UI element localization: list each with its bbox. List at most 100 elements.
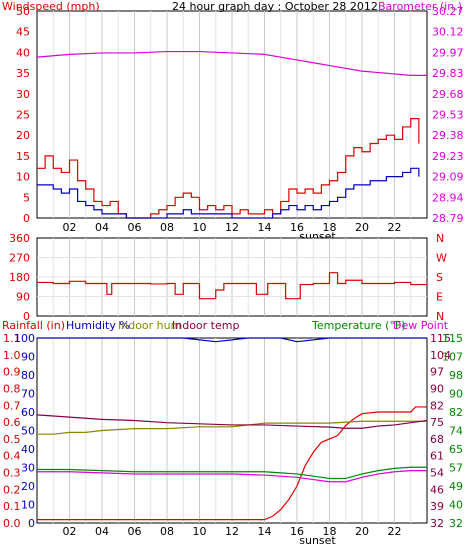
wind-barometer-x-ticks: 02 04 06 08 10 12 14 16 18 20 22 — [63, 221, 402, 234]
rainfall-tick-label: 0.6 — [3, 416, 21, 429]
indoor-temp-line — [36, 414, 428, 429]
windspeed-tick-label: 0 — [23, 212, 30, 225]
x-tick-label: 08 — [160, 525, 174, 538]
humidity-tick-label: 50 — [21, 425, 35, 438]
legend-dew-point: Dew Point — [393, 319, 449, 332]
windspeed-axis-label: Windspeed (mph) — [2, 0, 100, 13]
barometer-tick-label: 29.68 — [432, 88, 464, 101]
temperature-tick-inner: 57 — [449, 462, 463, 475]
direction-tick-label: 360 — [9, 232, 30, 245]
wind-barometer-panel: 0 5 10 15 20 25 30 35 40 45 50 28.79 28.94 29.09 29.2… — [2, 0, 464, 243]
x-tick-label: 02 — [63, 525, 77, 538]
temperature-tick-inner: 74 — [449, 425, 463, 438]
rainfall-tick-label: 0.9 — [3, 366, 21, 379]
x-tick-label: 16 — [290, 525, 304, 538]
temperature-tick-outer: 90 — [430, 382, 444, 395]
barometer-tick-label: 29.23 — [432, 150, 464, 163]
temperature-tick-inner: 40 — [449, 499, 463, 512]
windspeed-tick-label: 35 — [16, 67, 30, 80]
wind-gust-line — [37, 118, 420, 219]
x-tick-label: 04 — [95, 221, 109, 234]
rainfall-tick-label: 0.7 — [3, 399, 21, 412]
x-tick-label: 14 — [258, 221, 272, 234]
temperature-tick-outer: 82 — [430, 399, 444, 412]
wind-direction-line — [37, 272, 428, 300]
x-tick-label: 12 — [225, 525, 239, 538]
humidity-tick-label: 90 — [21, 351, 35, 364]
wind-direction-axis-ticks: 0 90 180 270 360 — [9, 232, 30, 323]
rainfall-tick-label: 0.2 — [3, 483, 21, 496]
x-tick-label: 06 — [128, 221, 142, 234]
compass-letter: N — [436, 232, 444, 245]
temperature-axis-inner-ticks: 32 40 49 57 65 74 82 90 98 107 115 — [442, 332, 463, 530]
rainfall-tick-label: 1.1 — [3, 332, 21, 345]
windspeed-tick-label: 25 — [16, 109, 30, 122]
temperature-tick-inner: 49 — [449, 480, 463, 493]
temperature-tick-outer: 68 — [430, 433, 444, 446]
wind-direction-grid — [37, 238, 427, 316]
x-tick-label: 18 — [323, 221, 337, 234]
temperature-tick-inner: 82 — [449, 406, 463, 419]
compass-letter: N — [436, 310, 444, 323]
temperature-tick-inner: 65 — [449, 443, 463, 456]
rainfall-tick-label: 0.0 — [3, 517, 21, 530]
windspeed-tick-label: 45 — [16, 26, 30, 39]
temperature-tick-inner: 107 — [442, 351, 463, 364]
wind-barometer-series — [36, 50, 427, 219]
x-tick-label: 20 — [355, 525, 369, 538]
barometer-tick-label: 30.27 — [432, 5, 464, 18]
direction-tick-label: 270 — [9, 252, 30, 265]
wind-average-line — [37, 167, 420, 219]
humidity-tick-label: 70 — [21, 388, 35, 401]
rainfall-tick-label: 0.3 — [3, 467, 21, 480]
barometer-axis-ticks: 28.79 28.94 29.09 29.23 29.38 29.53 29.68 29.83… — [432, 5, 464, 225]
barometer-tick-label: 28.94 — [432, 191, 464, 204]
barometer-tick-label: 28.79 — [432, 212, 464, 225]
barometer-axis-label: Barometer (in.) — [378, 0, 462, 13]
windspeed-tick-label: 20 — [16, 129, 30, 142]
barometer-line — [36, 50, 427, 76]
legend-humidity: Humidity % — [66, 319, 130, 332]
windspeed-tick-label: 10 — [16, 171, 30, 184]
windspeed-tick-label: 40 — [16, 46, 30, 59]
windspeed-axis-ticks: 0 5 10 15 20 25 30 35 40 45 50 — [16, 5, 30, 225]
direction-tick-label: 180 — [9, 271, 30, 284]
legend-indoor-temp: Indoor temp — [172, 319, 239, 332]
wind-direction-series — [37, 272, 428, 300]
x-tick-label: 10 — [193, 525, 207, 538]
humidity-tick-label: 100 — [14, 332, 35, 345]
sunset-label: sunset — [299, 534, 336, 547]
temperature-tick-outer: 97 — [430, 366, 444, 379]
barometer-tick-label: 30.12 — [432, 26, 464, 39]
x-tick-label: 04 — [95, 525, 109, 538]
rainfall-tick-label: 0.5 — [3, 433, 21, 446]
x-tick-label: 12 — [225, 221, 239, 234]
x-tick-label: 02 — [63, 221, 77, 234]
x-tick-label: 14 — [258, 525, 272, 538]
temperature-tick-outer: 46 — [430, 483, 444, 496]
humidity-line — [37, 337, 427, 343]
humidity-tick-label: 30 — [21, 462, 35, 475]
barometer-tick-label: 29.38 — [432, 129, 464, 142]
temperature-tick-outer: 75 — [430, 416, 444, 429]
humidity-tick-label: 80 — [21, 369, 35, 382]
temperature-tick-inner: 32 — [449, 517, 463, 530]
rainfall-tick-label: 0.8 — [3, 382, 21, 395]
legend-temperature: Temperature (°F) — [311, 319, 406, 332]
rainfall-axis-ticks: 0.0 0.1 0.2 0.3 0.4 0.5 0.6 0.7 0.8 0.9 1.0 1.1 — [3, 332, 21, 530]
thr-x-ticks: 02 04 06 08 10 12 14 16 18 20 22 — [63, 525, 402, 538]
barometer-tick-label: 29.83 — [432, 67, 464, 80]
x-tick-label: 22 — [388, 221, 402, 234]
x-tick-label: 16 — [290, 221, 304, 234]
temperature-tick-outer: 104 — [430, 349, 451, 362]
chart-title: 24 hour graph day : October 28 2012 — [172, 0, 378, 13]
dew-point-line — [37, 470, 427, 483]
legend-indoor-hum: Indoor hum — [118, 319, 181, 332]
rainfall-tick-label: 0.1 — [3, 500, 21, 513]
temperature-tick-outer: 32 — [430, 517, 444, 530]
rainfall-line — [37, 406, 427, 521]
